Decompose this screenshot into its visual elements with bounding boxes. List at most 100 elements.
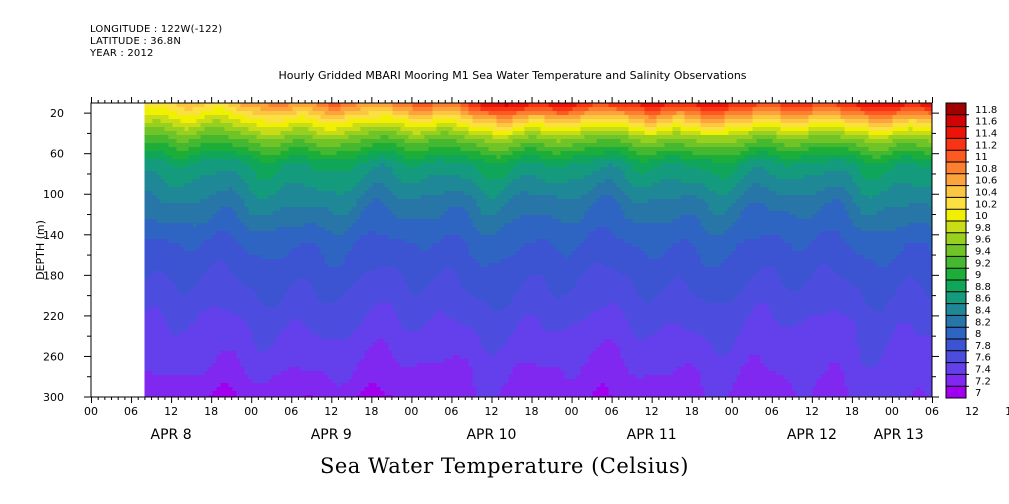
heatmap-cell — [148, 159, 153, 164]
heatmap-cell — [188, 311, 193, 316]
heatmap-cell — [348, 127, 353, 132]
heatmap-cell — [412, 199, 417, 204]
heatmap-cell — [364, 259, 369, 264]
heatmap-cell — [252, 331, 257, 336]
heatmap-cell — [320, 323, 325, 328]
heatmap-cell — [340, 311, 345, 316]
heatmap-cell — [160, 119, 165, 124]
heatmap-cell — [344, 395, 349, 398]
heatmap-cell — [236, 243, 241, 248]
heatmap-cell — [364, 131, 369, 136]
heatmap-cell — [380, 199, 385, 204]
heatmap-cell — [344, 227, 349, 232]
heatmap-cell — [352, 283, 357, 288]
heatmap-cell — [164, 347, 169, 352]
heatmap-cell — [380, 287, 385, 292]
heatmap-cell — [408, 363, 413, 368]
heatmap-cell — [244, 379, 249, 384]
heatmap-cell — [260, 131, 265, 136]
heatmap-cell — [300, 283, 305, 288]
heatmap-cell — [316, 335, 321, 340]
heatmap-cell — [348, 275, 353, 280]
heatmap-cell — [380, 339, 385, 344]
heatmap-cell — [260, 291, 265, 296]
heatmap-cell — [248, 187, 253, 192]
heatmap-cell — [152, 339, 157, 344]
heatmap-cell — [268, 119, 273, 124]
heatmap-cell — [196, 271, 201, 276]
heatmap-cell — [308, 363, 313, 368]
heatmap-cell — [272, 111, 277, 116]
heatmap-cell — [392, 171, 397, 176]
heatmap-cell — [168, 375, 173, 380]
heatmap-cell — [216, 303, 221, 308]
heatmap-cell — [328, 347, 333, 352]
heatmap-cell — [348, 227, 353, 232]
heatmap-cell — [392, 287, 397, 292]
heatmap-cell — [156, 315, 161, 320]
heatmap-cell — [320, 359, 325, 364]
heatmap-cell — [208, 391, 213, 396]
heatmap-cell — [176, 183, 181, 188]
heatmap-cell — [340, 187, 345, 192]
heatmap-cell — [232, 123, 237, 128]
heatmap-cell — [176, 347, 181, 352]
heatmap-cell — [284, 319, 289, 324]
heatmap-cell — [392, 371, 397, 376]
heatmap-cell — [176, 171, 181, 176]
heatmap-cell — [348, 151, 353, 156]
heatmap-cell — [228, 347, 233, 352]
heatmap-cell — [392, 203, 397, 208]
heatmap-cell — [356, 347, 361, 352]
heatmap-cell — [164, 339, 169, 344]
heatmap-cell — [260, 183, 265, 188]
heatmap-cell — [340, 207, 345, 212]
heatmap-cell — [340, 111, 345, 116]
heatmap-cell — [380, 103, 385, 108]
heatmap-cell — [392, 231, 397, 236]
heatmap-cell — [244, 331, 249, 336]
heatmap-cell — [204, 219, 209, 224]
heatmap-cell — [340, 347, 345, 352]
heatmap-cell — [308, 127, 313, 132]
heatmap-cell — [204, 191, 209, 196]
heatmap-cell — [392, 167, 397, 172]
heatmap-cell — [284, 259, 289, 264]
heatmap-cell — [328, 255, 333, 260]
heatmap-cell — [388, 287, 393, 292]
heatmap-cell — [244, 263, 249, 268]
heatmap-cell — [208, 115, 213, 120]
heatmap-cell — [368, 395, 373, 398]
heatmap-cell — [324, 355, 329, 360]
heatmap-cell — [252, 263, 257, 268]
heatmap-cell — [164, 275, 169, 280]
heatmap-cell — [388, 283, 393, 288]
heatmap-cell — [168, 379, 173, 384]
heatmap-cell — [208, 291, 213, 296]
heatmap-cell — [204, 175, 209, 180]
heatmap-cell — [196, 191, 201, 196]
heatmap-cell — [320, 163, 325, 168]
heatmap-cell — [156, 199, 161, 204]
heatmap-cell — [248, 131, 253, 136]
heatmap-cell — [232, 255, 237, 260]
heatmap-cell — [184, 127, 189, 132]
heatmap-cell — [168, 171, 173, 176]
heatmap-cell — [160, 259, 165, 264]
heatmap-cell — [328, 391, 333, 396]
heatmap-cell — [280, 179, 285, 184]
heatmap-cell — [328, 207, 333, 212]
heatmap-cell — [368, 367, 373, 372]
heatmap-cell — [312, 383, 317, 388]
heatmap-cell — [372, 215, 377, 220]
heatmap-cell — [264, 179, 269, 184]
heatmap-cell — [376, 219, 381, 224]
heatmap-cell — [376, 331, 381, 336]
heatmap-cell — [368, 107, 373, 112]
heatmap-cell — [164, 247, 169, 252]
heatmap-cell — [240, 231, 245, 236]
heatmap-cell — [180, 199, 185, 204]
heatmap-cell — [404, 367, 409, 372]
heatmap-cell — [184, 315, 189, 320]
heatmap-cell — [268, 231, 273, 236]
